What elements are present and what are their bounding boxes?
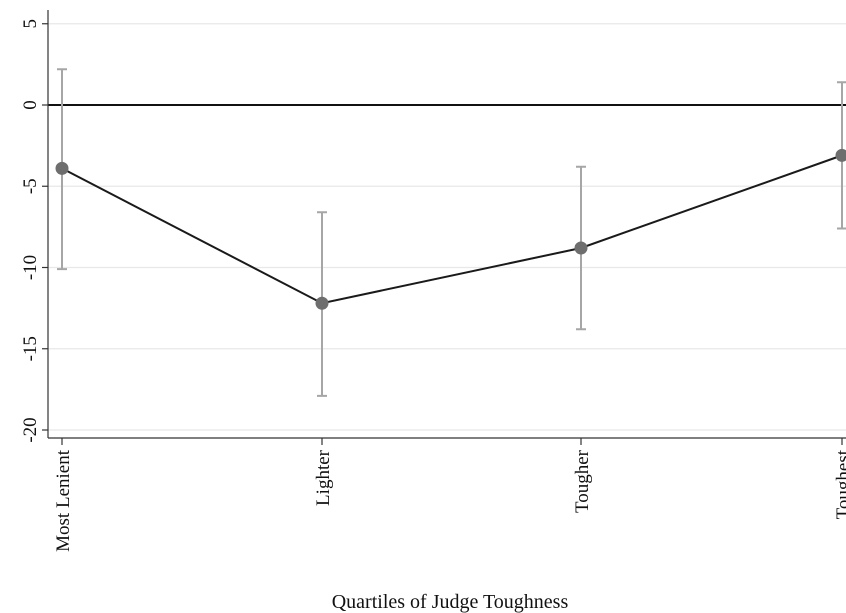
y-tick-label: -10 <box>20 255 41 280</box>
y-tick-label: -20 <box>20 417 41 442</box>
data-point <box>835 148 846 162</box>
data-point <box>315 296 329 310</box>
x-tick-label: Tougher <box>572 449 593 513</box>
series-line-layer <box>61 154 843 305</box>
y-tick-label: -15 <box>20 336 41 361</box>
x-tick-label: Lighter <box>313 449 334 506</box>
series-line <box>61 154 843 305</box>
y-ticks: 5 0 -5 -10 -15 -20 <box>20 19 48 443</box>
x-axis-title: Quartiles of Judge Toughness <box>332 591 569 613</box>
y-tick-label: -5 <box>20 178 41 194</box>
x-tick-label: Most Lenient <box>53 449 74 552</box>
data-point <box>55 161 69 175</box>
x-ticks: Most Lenient Lighter Tougher Toughest <box>53 438 846 552</box>
y-tick-label: 0 <box>20 100 41 110</box>
data-point <box>574 241 588 255</box>
axes <box>47 10 846 439</box>
grid-layer <box>48 23 846 431</box>
error-bars <box>57 68 846 397</box>
y-tick-label: 5 <box>20 19 41 29</box>
markers <box>55 148 846 310</box>
x-tick-label: Toughest <box>833 449 846 519</box>
